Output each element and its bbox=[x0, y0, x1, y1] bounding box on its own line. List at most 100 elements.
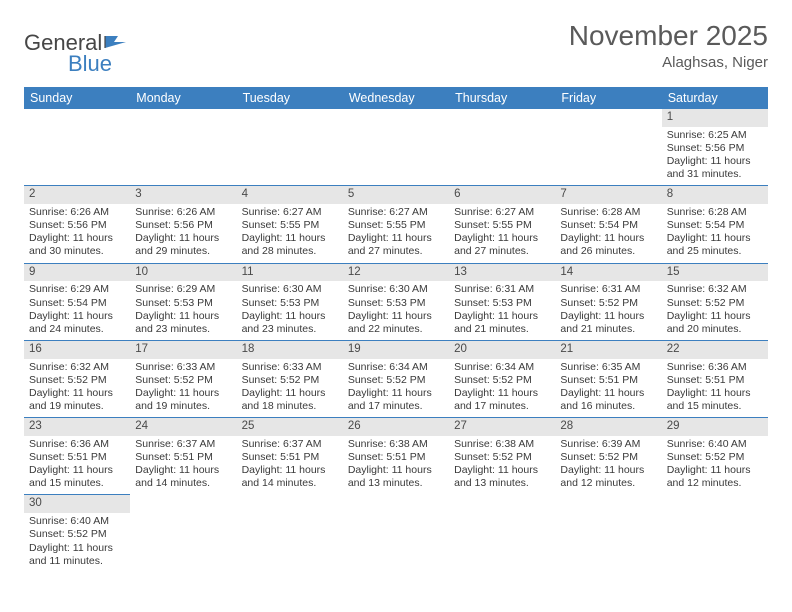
logo-blue: Blue bbox=[68, 51, 112, 76]
day-number: 23 bbox=[24, 418, 130, 436]
month-title: November 2025 bbox=[569, 20, 768, 52]
calendar-cell: 11Sunrise: 6:30 AMSunset: 5:53 PMDayligh… bbox=[237, 263, 343, 340]
day-number: 13 bbox=[449, 264, 555, 282]
day-content: Sunrise: 6:32 AMSunset: 5:52 PMDaylight:… bbox=[24, 359, 130, 418]
day-content: Sunrise: 6:37 AMSunset: 5:51 PMDaylight:… bbox=[130, 436, 236, 495]
calendar-cell: 2Sunrise: 6:26 AMSunset: 5:56 PMDaylight… bbox=[24, 186, 130, 263]
day-content: Sunrise: 6:34 AMSunset: 5:52 PMDaylight:… bbox=[449, 359, 555, 418]
calendar-cell: 19Sunrise: 6:34 AMSunset: 5:52 PMDayligh… bbox=[343, 340, 449, 417]
day-number: 9 bbox=[24, 264, 130, 282]
day-content: Sunrise: 6:28 AMSunset: 5:54 PMDaylight:… bbox=[662, 204, 768, 263]
day-number: 11 bbox=[237, 264, 343, 282]
calendar-row: 30Sunrise: 6:40 AMSunset: 5:52 PMDayligh… bbox=[24, 495, 768, 572]
day-number: 26 bbox=[343, 418, 449, 436]
day-number: 21 bbox=[555, 341, 661, 359]
calendar-cell: 16Sunrise: 6:32 AMSunset: 5:52 PMDayligh… bbox=[24, 340, 130, 417]
calendar-cell bbox=[555, 495, 661, 572]
day-content: Sunrise: 6:32 AMSunset: 5:52 PMDaylight:… bbox=[662, 281, 768, 340]
day-number: 28 bbox=[555, 418, 661, 436]
day-content: Sunrise: 6:25 AMSunset: 5:56 PMDaylight:… bbox=[662, 127, 768, 186]
day-number: 29 bbox=[662, 418, 768, 436]
day-content: Sunrise: 6:27 AMSunset: 5:55 PMDaylight:… bbox=[343, 204, 449, 263]
day-content: Sunrise: 6:34 AMSunset: 5:52 PMDaylight:… bbox=[343, 359, 449, 418]
calendar-cell bbox=[237, 109, 343, 186]
calendar-row: 16Sunrise: 6:32 AMSunset: 5:52 PMDayligh… bbox=[24, 340, 768, 417]
day-content: Sunrise: 6:40 AMSunset: 5:52 PMDaylight:… bbox=[662, 436, 768, 495]
day-number: 19 bbox=[343, 341, 449, 359]
calendar-table: SundayMondayTuesdayWednesdayThursdayFrid… bbox=[24, 87, 768, 572]
calendar-header-row: SundayMondayTuesdayWednesdayThursdayFrid… bbox=[24, 87, 768, 109]
weekday-header: Monday bbox=[130, 87, 236, 109]
day-number: 18 bbox=[237, 341, 343, 359]
day-number: 25 bbox=[237, 418, 343, 436]
calendar-cell: 30Sunrise: 6:40 AMSunset: 5:52 PMDayligh… bbox=[24, 495, 130, 572]
calendar-cell: 12Sunrise: 6:30 AMSunset: 5:53 PMDayligh… bbox=[343, 263, 449, 340]
day-number: 8 bbox=[662, 186, 768, 204]
calendar-cell: 15Sunrise: 6:32 AMSunset: 5:52 PMDayligh… bbox=[662, 263, 768, 340]
weekday-header: Thursday bbox=[449, 87, 555, 109]
calendar-row: 9Sunrise: 6:29 AMSunset: 5:54 PMDaylight… bbox=[24, 263, 768, 340]
day-number: 20 bbox=[449, 341, 555, 359]
day-number: 1 bbox=[662, 109, 768, 127]
calendar-cell: 9Sunrise: 6:29 AMSunset: 5:54 PMDaylight… bbox=[24, 263, 130, 340]
calendar-cell: 20Sunrise: 6:34 AMSunset: 5:52 PMDayligh… bbox=[449, 340, 555, 417]
day-content: Sunrise: 6:31 AMSunset: 5:53 PMDaylight:… bbox=[449, 281, 555, 340]
calendar-cell: 23Sunrise: 6:36 AMSunset: 5:51 PMDayligh… bbox=[24, 418, 130, 495]
day-content: Sunrise: 6:29 AMSunset: 5:53 PMDaylight:… bbox=[130, 281, 236, 340]
day-content: Sunrise: 6:30 AMSunset: 5:53 PMDaylight:… bbox=[237, 281, 343, 340]
day-number: 22 bbox=[662, 341, 768, 359]
day-content: Sunrise: 6:37 AMSunset: 5:51 PMDaylight:… bbox=[237, 436, 343, 495]
calendar-row: 1Sunrise: 6:25 AMSunset: 5:56 PMDaylight… bbox=[24, 109, 768, 186]
weekday-header: Saturday bbox=[662, 87, 768, 109]
flag-icon bbox=[104, 34, 130, 50]
day-number: 4 bbox=[237, 186, 343, 204]
calendar-cell: 8Sunrise: 6:28 AMSunset: 5:54 PMDaylight… bbox=[662, 186, 768, 263]
day-number: 24 bbox=[130, 418, 236, 436]
day-number: 10 bbox=[130, 264, 236, 282]
day-content: Sunrise: 6:36 AMSunset: 5:51 PMDaylight:… bbox=[24, 436, 130, 495]
day-content: Sunrise: 6:27 AMSunset: 5:55 PMDaylight:… bbox=[449, 204, 555, 263]
calendar-cell bbox=[449, 495, 555, 572]
day-content: Sunrise: 6:38 AMSunset: 5:51 PMDaylight:… bbox=[343, 436, 449, 495]
day-number: 27 bbox=[449, 418, 555, 436]
weekday-header: Sunday bbox=[24, 87, 130, 109]
day-number: 17 bbox=[130, 341, 236, 359]
day-number: 14 bbox=[555, 264, 661, 282]
day-content: Sunrise: 6:40 AMSunset: 5:52 PMDaylight:… bbox=[24, 513, 130, 572]
calendar-cell bbox=[24, 109, 130, 186]
day-content: Sunrise: 6:27 AMSunset: 5:55 PMDaylight:… bbox=[237, 204, 343, 263]
calendar-cell bbox=[343, 109, 449, 186]
day-number: 12 bbox=[343, 264, 449, 282]
calendar-cell bbox=[130, 109, 236, 186]
calendar-cell: 6Sunrise: 6:27 AMSunset: 5:55 PMDaylight… bbox=[449, 186, 555, 263]
calendar-cell bbox=[130, 495, 236, 572]
calendar-cell bbox=[343, 495, 449, 572]
day-number: 30 bbox=[24, 495, 130, 513]
calendar-cell: 4Sunrise: 6:27 AMSunset: 5:55 PMDaylight… bbox=[237, 186, 343, 263]
calendar-cell: 13Sunrise: 6:31 AMSunset: 5:53 PMDayligh… bbox=[449, 263, 555, 340]
calendar-cell: 25Sunrise: 6:37 AMSunset: 5:51 PMDayligh… bbox=[237, 418, 343, 495]
calendar-row: 2Sunrise: 6:26 AMSunset: 5:56 PMDaylight… bbox=[24, 186, 768, 263]
day-content: Sunrise: 6:33 AMSunset: 5:52 PMDaylight:… bbox=[130, 359, 236, 418]
calendar-cell: 22Sunrise: 6:36 AMSunset: 5:51 PMDayligh… bbox=[662, 340, 768, 417]
calendar-cell: 28Sunrise: 6:39 AMSunset: 5:52 PMDayligh… bbox=[555, 418, 661, 495]
day-content: Sunrise: 6:29 AMSunset: 5:54 PMDaylight:… bbox=[24, 281, 130, 340]
day-content: Sunrise: 6:26 AMSunset: 5:56 PMDaylight:… bbox=[130, 204, 236, 263]
day-number: 6 bbox=[449, 186, 555, 204]
calendar-cell: 14Sunrise: 6:31 AMSunset: 5:52 PMDayligh… bbox=[555, 263, 661, 340]
weekday-header: Wednesday bbox=[343, 87, 449, 109]
calendar-cell: 10Sunrise: 6:29 AMSunset: 5:53 PMDayligh… bbox=[130, 263, 236, 340]
day-content: Sunrise: 6:35 AMSunset: 5:51 PMDaylight:… bbox=[555, 359, 661, 418]
calendar-cell: 29Sunrise: 6:40 AMSunset: 5:52 PMDayligh… bbox=[662, 418, 768, 495]
calendar-cell: 21Sunrise: 6:35 AMSunset: 5:51 PMDayligh… bbox=[555, 340, 661, 417]
day-content: Sunrise: 6:39 AMSunset: 5:52 PMDaylight:… bbox=[555, 436, 661, 495]
day-content: Sunrise: 6:36 AMSunset: 5:51 PMDaylight:… bbox=[662, 359, 768, 418]
calendar-cell: 17Sunrise: 6:33 AMSunset: 5:52 PMDayligh… bbox=[130, 340, 236, 417]
day-content: Sunrise: 6:26 AMSunset: 5:56 PMDaylight:… bbox=[24, 204, 130, 263]
calendar-cell: 1Sunrise: 6:25 AMSunset: 5:56 PMDaylight… bbox=[662, 109, 768, 186]
day-number: 7 bbox=[555, 186, 661, 204]
calendar-cell bbox=[662, 495, 768, 572]
calendar-cell bbox=[449, 109, 555, 186]
day-content: Sunrise: 6:31 AMSunset: 5:52 PMDaylight:… bbox=[555, 281, 661, 340]
day-content: Sunrise: 6:38 AMSunset: 5:52 PMDaylight:… bbox=[449, 436, 555, 495]
